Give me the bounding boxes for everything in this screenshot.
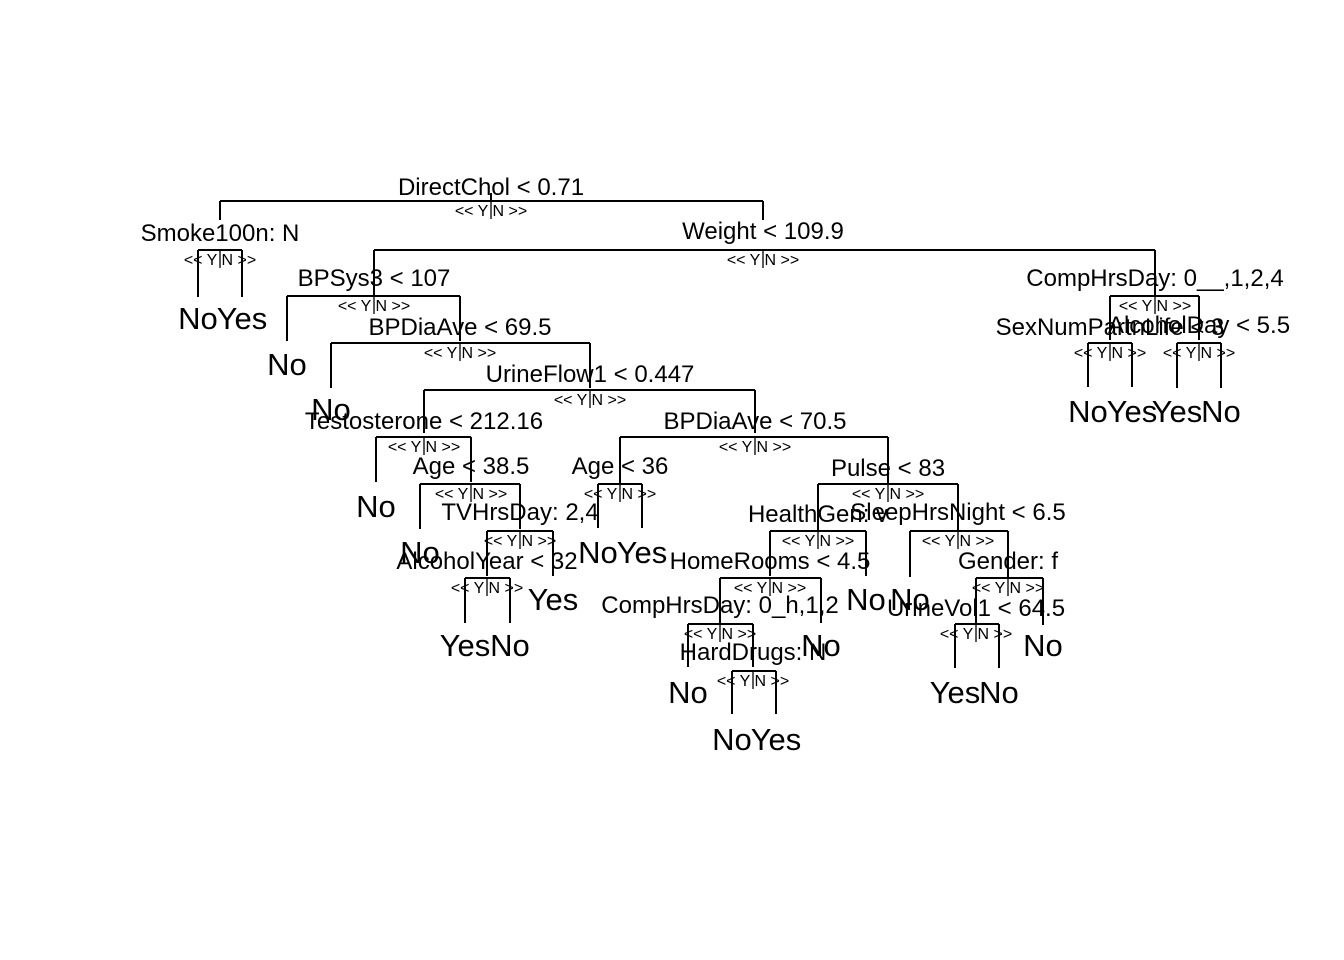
split-label: BPDiaAve < 70.5 <box>663 408 846 435</box>
leaf-label: Yes <box>930 675 981 710</box>
split-label: CompHrsDay: 0_h,1,2 <box>601 592 838 619</box>
leaf-label: No <box>846 582 886 617</box>
leaf-label: No <box>801 628 841 663</box>
split-label: BPSys3 < 107 <box>298 265 451 292</box>
leaf-label: No <box>267 347 307 382</box>
yn-label: << Y N >> <box>338 298 410 315</box>
split-label: AlcoholYear < 32 <box>396 548 577 575</box>
yn-label: << Y N >> <box>1163 345 1235 362</box>
split-label: Pulse < 83 <box>831 455 945 482</box>
split-label: SexNumPartnLife < 3 <box>996 314 1225 341</box>
yn-label: << Y N >> <box>435 486 507 503</box>
yn-label: << Y N >> <box>684 626 756 643</box>
yn-label: << Y N >> <box>734 580 806 597</box>
leaf-label: Yes <box>617 535 668 570</box>
leaf-label: No <box>890 582 930 617</box>
leaf-label: No <box>1068 394 1108 429</box>
leaf-label: No <box>979 675 1019 710</box>
leaf-label: No <box>490 628 530 663</box>
split-label: Age < 38.5 <box>413 453 530 480</box>
leaf-label: Yes <box>528 582 579 617</box>
yn-label: << Y N >> <box>852 486 924 503</box>
leaf-label: Yes <box>1107 394 1158 429</box>
yn-label: << Y N >> <box>717 673 789 690</box>
yn-label: << Y N >> <box>584 486 656 503</box>
yn-label: << Y N >> <box>424 345 496 362</box>
leaf-label: No <box>668 675 708 710</box>
leaf-label: No <box>1023 628 1063 663</box>
split-label: CompHrsDay: 0__,1,2,4 <box>1026 265 1283 292</box>
split-label: UrineFlow1 < 0.447 <box>486 361 695 388</box>
yn-label: << Y N >> <box>451 580 523 597</box>
split-label: Smoke100n: N <box>141 220 300 247</box>
yn-label: << Y N >> <box>1119 298 1191 315</box>
yn-label: << Y N >> <box>184 252 256 269</box>
yn-label: << Y N >> <box>554 392 626 409</box>
leaf-label: No <box>400 535 440 570</box>
yn-label: << Y N >> <box>972 580 1044 597</box>
leaf-label: Yes <box>440 628 491 663</box>
split-label: HardDrugs: N <box>680 639 827 666</box>
leaf-label: No <box>178 301 218 336</box>
yn-label: << Y N >> <box>484 533 556 550</box>
yn-label: << Y N >> <box>922 533 994 550</box>
leaf-label: No <box>578 535 618 570</box>
leaf-label: Yes <box>1152 394 1203 429</box>
yn-label: << Y N >> <box>455 203 527 220</box>
split-label: Gender: f <box>958 548 1058 575</box>
leaf-label: Yes <box>217 301 268 336</box>
leaf-label: No <box>356 489 396 524</box>
yn-label: << Y N >> <box>727 252 799 269</box>
leaf-label: No <box>1201 394 1241 429</box>
leaf-label: No <box>311 392 351 427</box>
split-label: HealthGen: v <box>748 501 888 528</box>
yn-label: << Y N >> <box>719 439 791 456</box>
split-label: SleepHrsNight < 6.5 <box>850 499 1065 526</box>
split-label: HomeRooms < 4.5 <box>670 548 871 575</box>
leaf-label: Yes <box>751 722 802 757</box>
split-label: Weight < 109.9 <box>682 218 844 245</box>
yn-label: << Y N >> <box>1074 345 1146 362</box>
split-label: AlcoholDay < 5.5 <box>1108 312 1290 339</box>
split-label: Age < 36 <box>572 453 669 480</box>
split-label: UrineVol1 < 64.5 <box>887 595 1065 622</box>
split-label: DirectChol < 0.71 <box>398 174 584 201</box>
split-label: Testosterone < 212.16 <box>305 408 543 435</box>
leaf-label: No <box>712 722 752 757</box>
yn-label: << Y N >> <box>388 439 460 456</box>
split-label: TVHrsDay: 2,4 <box>441 499 598 526</box>
yn-label: << Y N >> <box>782 533 854 550</box>
yn-label: << Y N >> <box>940 626 1012 643</box>
split-label: BPDiaAve < 69.5 <box>368 314 551 341</box>
